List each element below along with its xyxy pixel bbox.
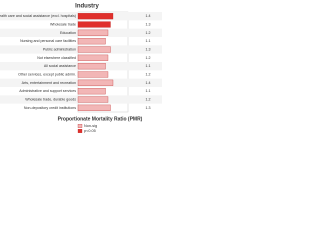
value-label: 1.3 [146, 22, 151, 26]
x-axis-label: Proportionate Mortality Ratio (PMR) [58, 116, 143, 122]
value-label: 1.1 [146, 64, 151, 68]
y-tick-label: All social assistance [44, 64, 76, 68]
value-label: 1.1 [146, 89, 151, 93]
y-tick-label: Education [60, 31, 76, 35]
value-label: 1.1 [146, 39, 151, 43]
bar [77, 71, 109, 78]
legend-label: p<0.05 [84, 129, 96, 133]
bar [77, 13, 114, 20]
y-tick-label: Not elsewhere classified [37, 56, 76, 60]
bar [77, 29, 109, 36]
bar [77, 88, 106, 95]
value-label: 1.2 [146, 56, 151, 60]
chart: Industry Proportionate Mortality Ratio (… [0, 4, 162, 133]
bar [77, 79, 114, 86]
page: {"chart_data": {"type": "bar", "orientat… [0, 3, 162, 133]
value-label: 1.3 [146, 106, 151, 110]
value-label: 1.4 [146, 14, 151, 18]
legend-swatch [77, 129, 83, 133]
y-tick-label: Other services, except public admin. [18, 72, 76, 76]
y-tick-label: Wholesale trade [50, 22, 76, 26]
value-label: 1.2 [146, 72, 151, 76]
chart-title: Industry [75, 4, 99, 10]
bar [77, 21, 111, 28]
value-label: 1.2 [146, 97, 151, 101]
y-tick-label: Administrative and support services [19, 89, 76, 93]
y-tick-label: Nursing and personal care facilities [20, 39, 76, 43]
bar [77, 54, 109, 61]
y-tick-label: Public administration [43, 47, 76, 51]
bar [77, 96, 109, 103]
bar [77, 104, 111, 111]
y-tick-label: Non-depository credit institutions [24, 106, 76, 110]
value-label: 1.4 [146, 81, 151, 85]
legend-label: Non-sig [84, 124, 97, 128]
bar [77, 46, 111, 53]
bar [77, 38, 106, 45]
y-tick-label: Arts, entertainment and recreation [22, 81, 76, 85]
legend-swatch [77, 124, 83, 128]
y-tick-label: Wholesale trade, durable goods [25, 97, 76, 101]
value-label: 1.3 [146, 47, 151, 51]
value-label: 1.2 [146, 31, 151, 35]
y-tick-label: Health care and social assistance (excl.… [0, 14, 76, 18]
bar [77, 63, 106, 70]
